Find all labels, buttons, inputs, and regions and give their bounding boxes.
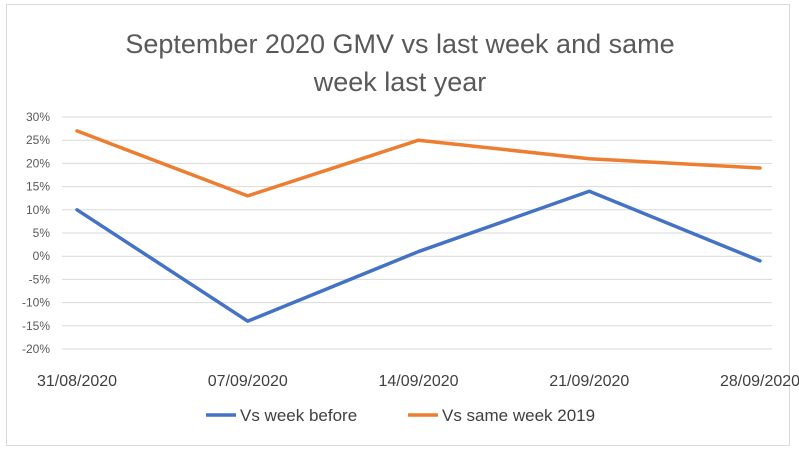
y-axis-ticks: 30% 25% 20% 15% 10% 5% 0% -5% -10% -15% -20% [22,110,50,356]
y-tick-label: -20% [22,342,50,356]
series-line-2 [75,129,762,198]
chart-title-line-2: week last year [313,67,487,97]
y-tick-label: 15% [26,180,50,194]
x-tick-label: 28/09/2020 [720,373,799,390]
chart-title-line-1: September 2020 GMV vs last week and same [125,29,674,59]
y-tick-label: 25% [26,133,50,147]
x-tick-label: 14/09/2020 [378,373,458,390]
legend: Vs week before Vs same week 2019 [206,406,595,425]
y-tick-label: 20% [26,156,50,170]
legend-label: Vs same week 2019 [442,406,595,425]
x-tick-label: 21/09/2020 [549,373,629,390]
x-tick-label: 07/09/2020 [208,373,288,390]
y-tick-label: 0% [33,249,51,263]
series-lines [75,129,762,323]
y-tick-label: -5% [29,272,51,286]
y-tick-label: -10% [22,296,50,310]
y-tick-label: 30% [26,110,50,124]
legend-label: Vs week before [240,406,357,425]
x-tick-label: 31/08/2020 [37,373,117,390]
gridlines [62,116,772,350]
series-line-1 [75,189,762,323]
x-axis-ticks: 31/08/2020 07/09/2020 14/09/2020 21/09/2020… [37,373,799,390]
y-tick-label: 5% [33,226,51,240]
y-tick-label: -15% [22,319,50,333]
chart-frame [6,4,790,446]
y-tick-label: 10% [26,203,50,217]
